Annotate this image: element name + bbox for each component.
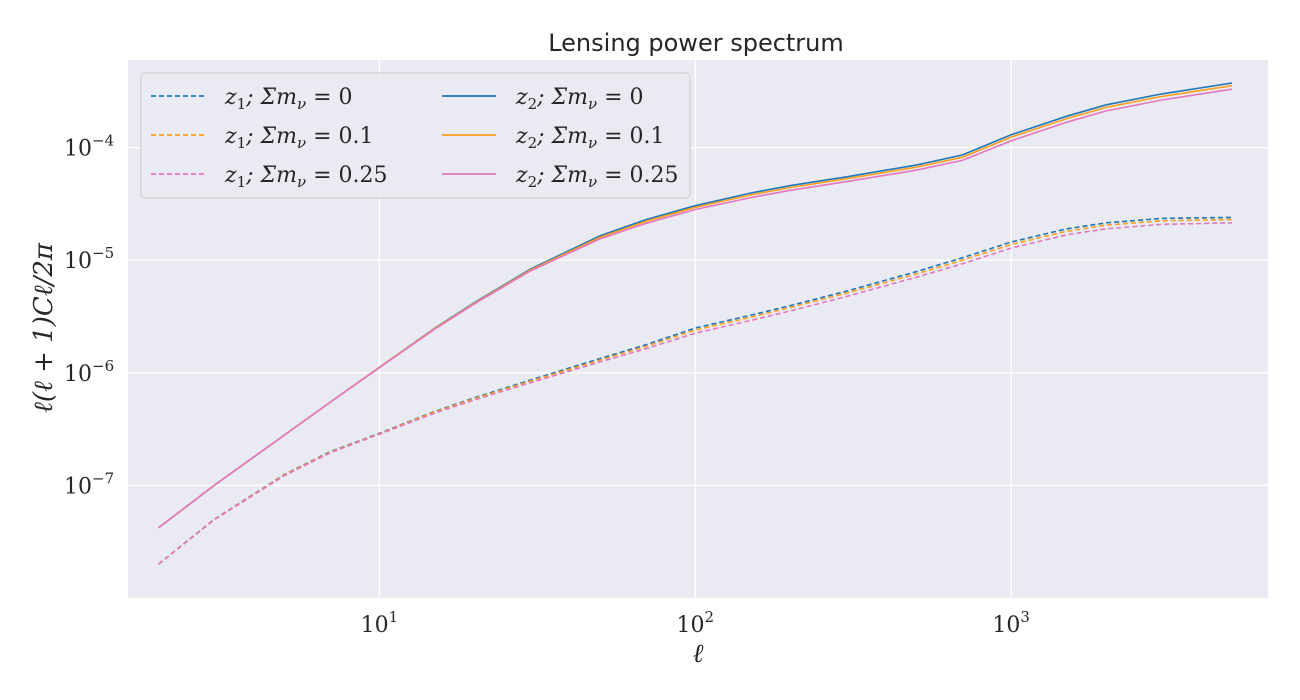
legend-box [140, 72, 691, 199]
series-line-2 [158, 218, 1233, 565]
legend-label: z2; Σmν = 0 [515, 85, 644, 113]
y-tick-label: 10−5 [64, 244, 114, 274]
x-tick-labels: 101 102 103 [361, 608, 1030, 638]
legend-label: z1; Σmν = 0.1 [224, 124, 374, 152]
y-tick-labels: 10−7 10−6 10−5 10−4 [64, 132, 114, 500]
legend-label: z1; Σmν = 0.25 [224, 163, 388, 191]
series-lines [158, 82, 1233, 565]
y-tick-label: 10−6 [64, 357, 114, 387]
y-tick-label: 10−7 [64, 469, 114, 499]
series-line-6 [158, 88, 1233, 529]
chart-title: Lensing power spectrum [548, 29, 844, 57]
legend-label: z2; Σmν = 0.25 [515, 163, 679, 191]
legend-label: z1; Σmν = 0 [224, 85, 353, 113]
x-tick-label: 101 [361, 608, 399, 638]
x-tick-label: 102 [677, 608, 715, 638]
x-axis-label: ℓ [693, 639, 704, 669]
y-tick-label: 10−4 [64, 132, 114, 162]
y-axis-label: ℓ(ℓ + 1)Cℓ/2π [29, 242, 59, 413]
x-tick-label: 103 [992, 608, 1030, 638]
legend-label: z2; Σmν = 0.1 [515, 124, 665, 152]
legend: z1; Σmν = 0 z1; Σmν = 0.1 z1; Σmν = 0.25 z2… [140, 72, 691, 199]
series-line-3 [158, 222, 1233, 565]
